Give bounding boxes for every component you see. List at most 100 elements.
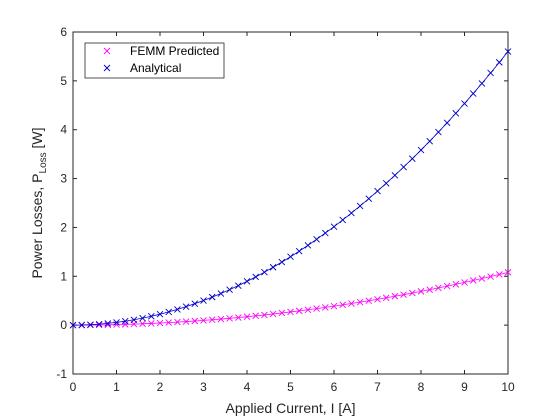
data-point xyxy=(435,128,442,136)
data-point xyxy=(95,321,103,329)
data-point xyxy=(200,317,207,324)
data-point xyxy=(200,297,207,304)
data-point xyxy=(252,273,260,281)
series-layer xyxy=(69,48,512,329)
data-point xyxy=(487,273,494,280)
data-point xyxy=(234,282,242,289)
x-tick-label: 5 xyxy=(287,380,294,394)
data-point xyxy=(443,119,451,127)
data-point xyxy=(365,195,373,202)
data-point xyxy=(400,291,407,298)
data-point xyxy=(278,258,286,266)
data-point xyxy=(182,318,190,325)
data-point xyxy=(391,292,399,300)
data-point xyxy=(313,305,320,312)
data-point xyxy=(113,319,120,326)
data-point xyxy=(339,216,347,224)
y-tick-label: -1 xyxy=(56,367,67,381)
data-point xyxy=(313,236,320,243)
plot-area xyxy=(72,31,509,375)
data-point xyxy=(252,312,260,320)
data-point xyxy=(426,137,434,145)
data-point xyxy=(356,298,364,306)
data-point xyxy=(452,109,460,117)
data-point xyxy=(147,320,155,327)
series-femm xyxy=(69,269,512,329)
data-point xyxy=(182,303,190,310)
data-point xyxy=(287,308,294,316)
data-point xyxy=(69,321,77,329)
data-point xyxy=(269,310,277,318)
data-point xyxy=(121,321,129,328)
data-point xyxy=(382,294,390,302)
data-point xyxy=(165,319,173,326)
data-point xyxy=(478,80,486,87)
data-point xyxy=(417,146,425,154)
data-point xyxy=(295,247,303,255)
data-point xyxy=(295,307,303,315)
data-point xyxy=(478,275,486,282)
data-point xyxy=(269,263,277,271)
y-tick-label: 6 xyxy=(60,25,67,39)
data-point xyxy=(217,315,225,323)
data-point xyxy=(130,316,138,324)
x-tick-label: 6 xyxy=(331,380,338,394)
x-axis-label: Applied Current, I [A] xyxy=(226,400,356,416)
data-point xyxy=(495,271,503,278)
legend-box xyxy=(84,42,225,79)
data-point xyxy=(278,309,286,317)
data-point xyxy=(391,171,399,179)
data-point xyxy=(217,290,225,297)
data-point xyxy=(104,320,112,327)
x-tick-label: 7 xyxy=(374,380,381,394)
y-axis-label-unit: [W] xyxy=(29,127,45,152)
data-point xyxy=(78,321,86,329)
data-point xyxy=(435,284,442,292)
data-point xyxy=(165,308,173,316)
legend: FEMM Predicted Analytical xyxy=(84,42,225,79)
data-point xyxy=(330,302,338,310)
data-point xyxy=(287,253,294,261)
data-point xyxy=(226,314,233,322)
y-tick-label: 1 xyxy=(60,269,67,283)
data-point xyxy=(304,242,312,249)
legend-x-marker xyxy=(103,64,111,72)
legend-label-femm: FEMM Predicted xyxy=(130,44,219,58)
data-point xyxy=(356,202,364,210)
data-point xyxy=(234,314,242,321)
data-point xyxy=(121,317,129,325)
data-point xyxy=(452,280,460,288)
data-point xyxy=(417,288,425,295)
x-ticks: 0 1 2 3 4 5 6 7 8 9 10 xyxy=(70,32,515,394)
data-point xyxy=(339,301,347,309)
data-point xyxy=(382,179,390,187)
data-point xyxy=(174,318,181,326)
data-point xyxy=(374,187,381,195)
data-point xyxy=(243,278,251,285)
legend-marker-femm xyxy=(103,47,111,55)
series-analytical xyxy=(69,48,512,329)
legend-marker-analytical xyxy=(103,64,111,72)
data-point xyxy=(191,300,199,308)
y-ticks: -1 0 1 2 3 4 5 6 xyxy=(56,25,508,381)
data-point xyxy=(156,310,164,318)
data-point xyxy=(139,320,146,328)
y-tick-label: 0 xyxy=(60,318,67,332)
data-point xyxy=(87,321,94,329)
x-tick-label: 1 xyxy=(113,380,120,394)
x-tick-label: 0 xyxy=(70,380,77,394)
data-point xyxy=(304,306,312,314)
axes-box xyxy=(72,31,509,375)
data-point xyxy=(147,312,155,320)
data-point xyxy=(226,286,233,294)
data-point xyxy=(365,297,373,305)
data-point xyxy=(495,59,503,66)
data-point xyxy=(243,313,251,321)
data-point xyxy=(208,293,216,301)
x-tick-label: 10 xyxy=(501,380,515,394)
y-tick-label: 2 xyxy=(60,220,67,234)
data-point xyxy=(174,306,181,313)
data-point xyxy=(156,319,164,327)
x-tick-label: 9 xyxy=(461,380,468,394)
y-axis-label-main: Power Losses, P xyxy=(29,173,45,278)
